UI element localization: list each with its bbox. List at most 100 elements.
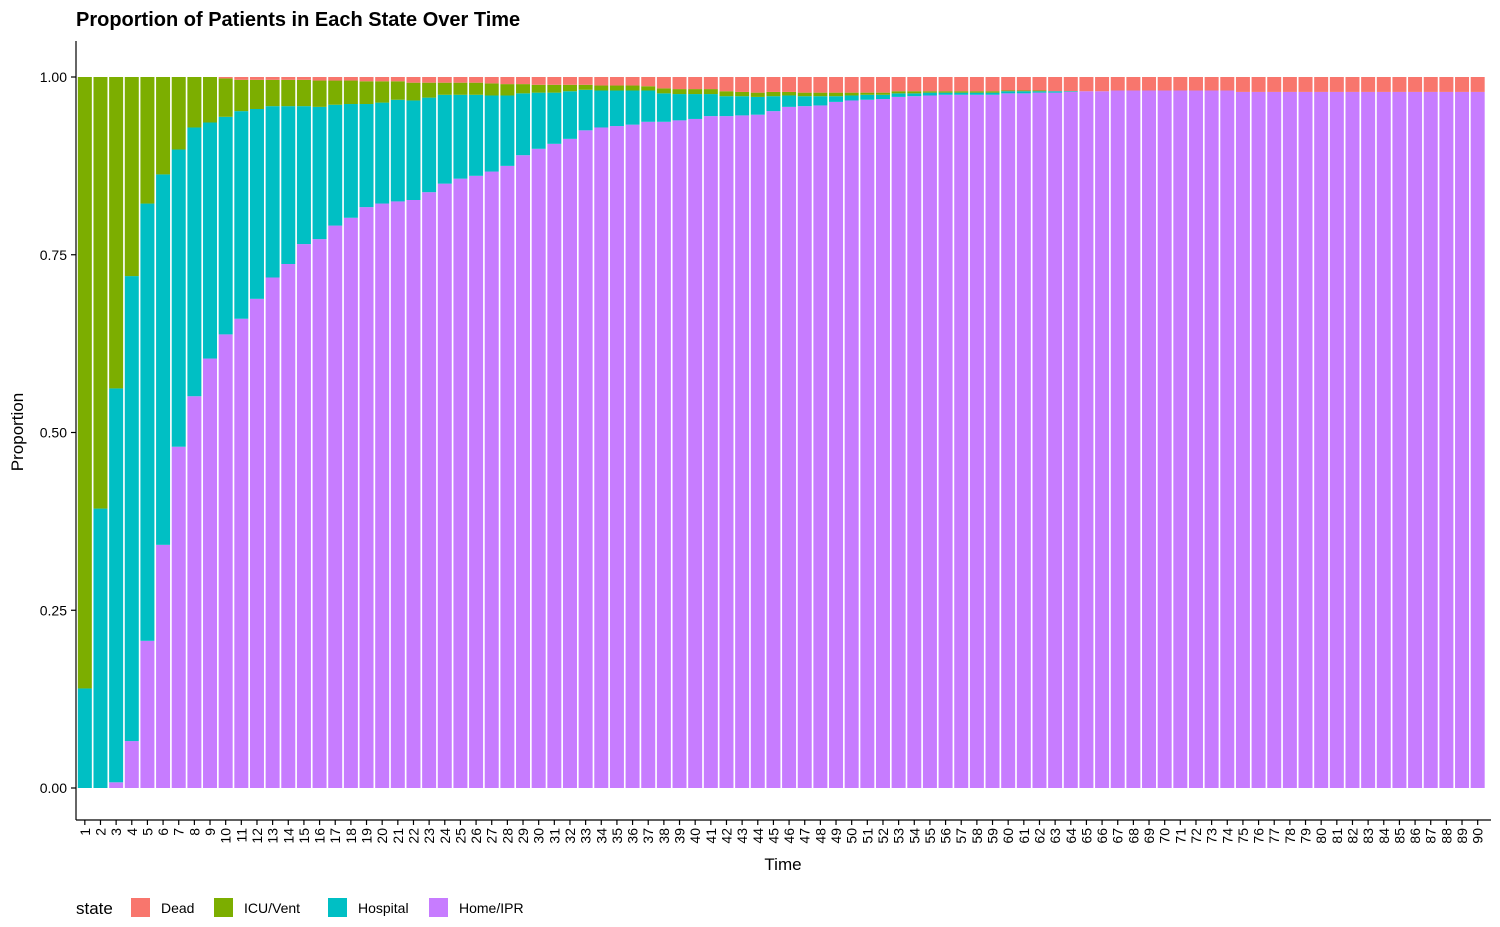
bar-segment-hospital-25 (453, 94, 468, 179)
bar-segment-hospital-44 (750, 96, 765, 115)
bar-segment-icu-vent-17 (328, 80, 343, 105)
bar-segment-dead-40 (688, 77, 703, 90)
bar-segment-dead-67 (1110, 77, 1125, 91)
bar-segment-dead-73 (1204, 77, 1219, 91)
bar-segment-hospital-59 (985, 92, 1000, 95)
bar-segment-icu-vent-9 (203, 77, 218, 123)
bar-segment-icu-vent-24 (437, 82, 452, 95)
bar-segment-home-ipr-49 (829, 101, 844, 788)
bar-segment-icu-vent-13 (265, 79, 280, 107)
bar-segment-icu-vent-56 (938, 91, 953, 93)
bar-segment-dead-69 (1142, 77, 1157, 91)
bar-segment-hospital-26 (469, 94, 484, 176)
bar-segment-icu-vent-5 (140, 77, 155, 204)
bar-segment-hospital-57 (954, 92, 969, 95)
bar-segment-hospital-63 (1048, 91, 1063, 93)
bar-segment-home-ipr-58 (969, 94, 984, 788)
x-tick-label: 11 (233, 828, 249, 843)
bar-segment-hospital-2 (93, 508, 108, 788)
bar-segment-icu-vent-57 (954, 91, 969, 93)
bar-segment-hospital-18 (343, 104, 358, 218)
bar-segment-dead-31 (547, 77, 562, 85)
bar-segment-icu-vent-18 (343, 80, 358, 105)
bar-segment-home-ipr-68 (1126, 90, 1141, 788)
bar-segment-dead-68 (1126, 77, 1141, 91)
x-tick-label: 64 (1063, 828, 1079, 844)
bar-segment-icu-vent-14 (281, 79, 296, 107)
x-tick-label: 15 (296, 828, 312, 844)
x-tick-label: 4 (124, 828, 140, 836)
x-tick-label: 16 (312, 828, 328, 844)
x-tick-label: 65 (1078, 828, 1094, 844)
bar-segment-home-ipr-53 (891, 96, 906, 788)
bar-segment-dead-71 (1173, 77, 1188, 91)
bar-segment-home-ipr-66 (1095, 91, 1110, 789)
bar-segment-home-ipr-48 (813, 105, 828, 788)
bar-segment-hospital-4 (124, 276, 139, 742)
x-tick-label: 9 (202, 828, 218, 836)
x-tick-label: 69 (1141, 828, 1157, 844)
bar-segment-dead-46 (782, 77, 797, 92)
bar-segment-dead-36 (625, 77, 640, 86)
bar-segment-hospital-40 (688, 94, 703, 119)
bar-segment-dead-37 (641, 77, 656, 87)
bar-segment-home-ipr-34 (594, 127, 609, 789)
bar-segment-hospital-49 (829, 96, 844, 102)
bar-segment-dead-17 (328, 77, 343, 81)
bar-segment-icu-vent-38 (656, 88, 671, 94)
bar-segment-home-ipr-82 (1345, 91, 1360, 789)
bar-segment-home-ipr-10 (218, 334, 233, 788)
x-tick-label: 30 (531, 828, 547, 844)
bar-segment-home-ipr-87 (1423, 91, 1438, 789)
bar-segment-home-ipr-64 (1063, 91, 1078, 789)
bar-segment-hospital-16 (312, 106, 327, 240)
bar-segment-dead-54 (907, 77, 922, 92)
x-tick-label: 47 (797, 828, 813, 844)
bar-segment-home-ipr-8 (187, 396, 202, 788)
x-tick-label: 29 (515, 828, 531, 844)
x-tick-label: 48 (812, 828, 828, 844)
bar-segment-dead-29 (516, 77, 531, 85)
x-tick-label: 17 (327, 828, 343, 844)
bar-segment-icu-vent-31 (547, 84, 562, 93)
bar-segment-home-ipr-25 (453, 178, 468, 789)
x-tick-label: 44 (750, 828, 766, 844)
bar-segment-hospital-50 (844, 95, 859, 101)
bar-segment-home-ipr-89 (1455, 91, 1470, 789)
bar-segment-icu-vent-48 (813, 92, 828, 97)
bar-segment-home-ipr-83 (1361, 91, 1376, 789)
bar-segment-dead-86 (1408, 77, 1423, 92)
bar-segment-home-ipr-75 (1235, 91, 1250, 789)
bar-segment-hospital-33 (578, 89, 593, 131)
x-tick-label: 50 (844, 828, 860, 844)
bar-segment-hospital-14 (281, 106, 296, 264)
bar-segment-home-ipr-74 (1220, 90, 1235, 788)
bar-segment-icu-vent-6 (156, 77, 171, 175)
legend-key-icu-vent (214, 898, 233, 917)
bar-segment-hospital-46 (782, 95, 797, 107)
bar-segment-icu-vent-29 (516, 84, 531, 94)
bar-segment-hospital-47 (797, 96, 812, 107)
bar-segment-dead-28 (500, 77, 515, 85)
bar-segment-hospital-52 (875, 94, 890, 100)
y-axis: 0.00 0.25 0.50 0.75 1.00 (40, 41, 77, 820)
bar-segment-icu-vent-45 (766, 91, 781, 97)
bar-segment-icu-vent-36 (625, 85, 640, 91)
x-tick-label: 43 (734, 828, 750, 844)
bar-segment-home-ipr-13 (265, 277, 280, 788)
bar-segment-dead-20 (375, 77, 390, 82)
bar-segment-home-ipr-9 (203, 358, 218, 788)
bar-segment-dead-78 (1282, 77, 1297, 92)
x-tick-label: 18 (343, 828, 359, 844)
bar-segment-dead-79 (1298, 77, 1313, 92)
bar-segment-dead-39 (672, 77, 687, 90)
bar-segment-dead-26 (469, 77, 484, 83)
bar-segment-home-ipr-79 (1298, 91, 1313, 789)
bar-segment-icu-vent-39 (672, 89, 687, 95)
y-tick-label: 1.00 (40, 69, 67, 85)
x-tick-label: 21 (390, 828, 406, 844)
bar-segment-dead-25 (453, 77, 468, 83)
bar-segment-dead-44 (750, 77, 765, 93)
bar-segment-icu-vent-11 (234, 79, 249, 112)
bar-segment-dead-66 (1095, 77, 1110, 92)
